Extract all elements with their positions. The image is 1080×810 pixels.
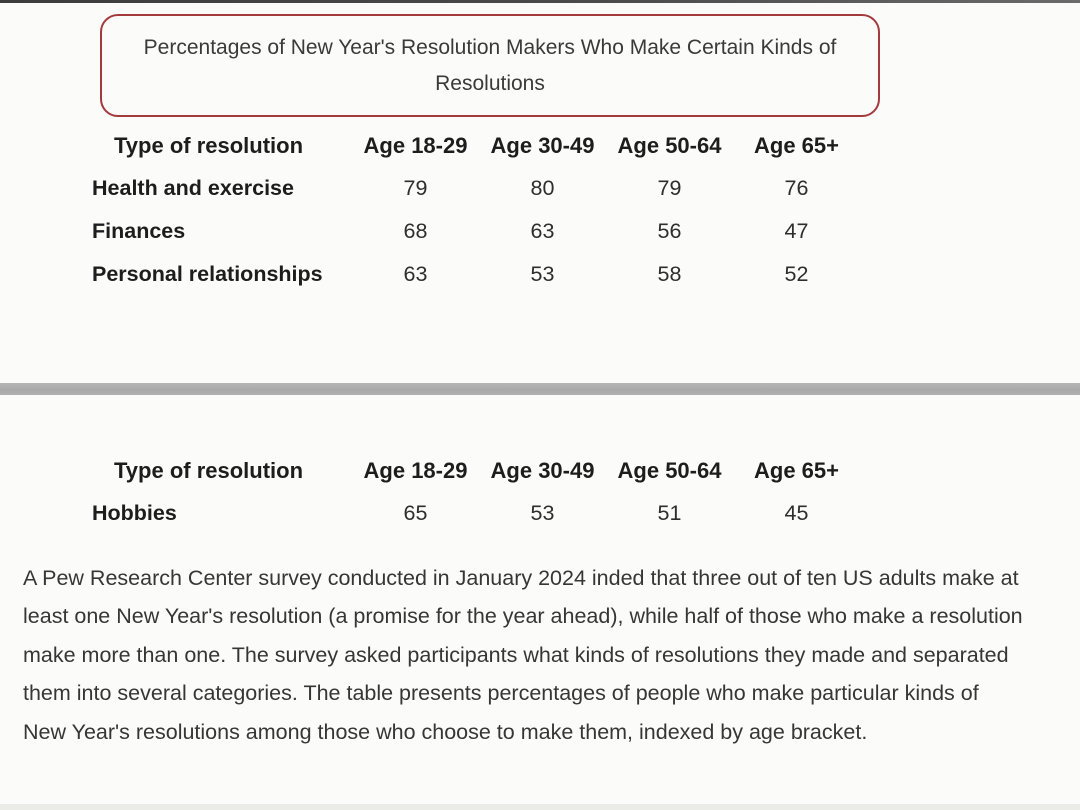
header-type-of-resolution: Type of resolution: [114, 457, 304, 483]
table-row: Health and exercise 79 80 79 76: [92, 167, 860, 210]
top-edge-line: [0, 0, 1080, 3]
description-paragraph: A Pew Research Center survey conducted i…: [23, 566, 1023, 744]
cell-value: 79: [657, 176, 682, 200]
section-divider: [0, 383, 1080, 395]
header-age-50-64: Age 50-64: [617, 457, 722, 483]
cell-value: 79: [403, 176, 428, 200]
cell-value: 65: [403, 501, 428, 525]
cell-value: 80: [530, 176, 555, 200]
table-row: Finances 68 63 56 47: [92, 210, 860, 253]
row-label: Finances: [92, 219, 186, 243]
cell-value: 45: [784, 501, 809, 525]
resolutions-table-bottom: Type of resolution Age 18-29 Age 30-49 A…: [92, 449, 860, 535]
header-age-65-plus: Age 65+: [754, 457, 839, 483]
row-label: Health and exercise: [92, 176, 294, 200]
table-header-row: Type of resolution Age 18-29 Age 30-49 A…: [92, 124, 860, 167]
title-box: Percentages of New Year's Resolution Mak…: [100, 14, 880, 117]
cell-value: 53: [530, 262, 555, 286]
cell-value: 68: [403, 219, 428, 243]
row-label: Personal relationships: [92, 262, 323, 286]
header-age-18-29: Age 18-29: [363, 457, 468, 483]
cell-value: 76: [784, 176, 809, 200]
table-row: Hobbies 65 53 51 45: [92, 492, 860, 535]
header-age-30-49: Age 30-49: [490, 457, 595, 483]
header-type-of-resolution: Type of resolution: [114, 132, 304, 158]
header-age-50-64: Age 50-64: [617, 132, 722, 158]
cell-value: 53: [530, 501, 555, 525]
cell-value: 63: [403, 262, 428, 286]
cell-value: 47: [784, 219, 809, 243]
cell-value: 56: [657, 219, 682, 243]
header-age-18-29: Age 18-29: [363, 132, 468, 158]
table-row: Personal relationships 63 53 58 52: [92, 253, 860, 296]
table-title: Percentages of New Year's Resolution Mak…: [143, 35, 837, 95]
cell-value: 58: [657, 262, 682, 286]
cell-value: 63: [530, 219, 555, 243]
resolutions-table-top: Type of resolution Age 18-29 Age 30-49 A…: [92, 124, 860, 296]
bottom-edge-band: [0, 804, 1080, 810]
table-header-row: Type of resolution Age 18-29 Age 30-49 A…: [92, 449, 860, 492]
cell-value: 51: [657, 501, 682, 525]
row-label: Hobbies: [92, 501, 177, 525]
header-age-30-49: Age 30-49: [490, 132, 595, 158]
cell-value: 52: [784, 262, 809, 286]
header-age-65-plus: Age 65+: [754, 132, 839, 158]
